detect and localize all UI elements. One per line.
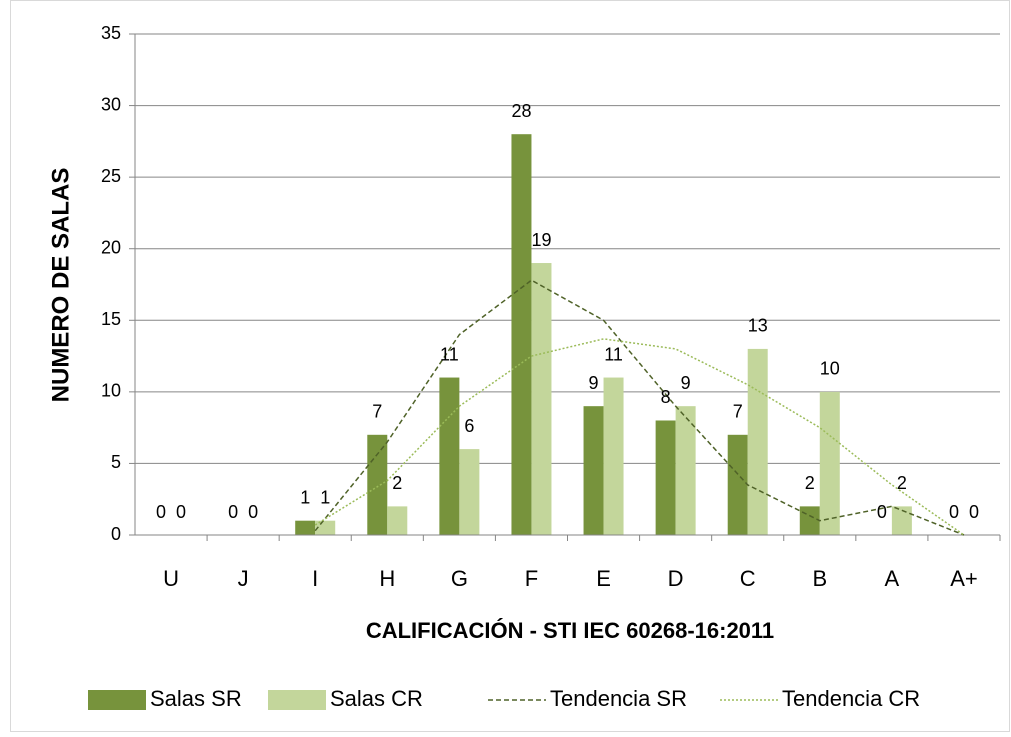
data-label: 2 (392, 473, 402, 493)
bar (799, 506, 820, 535)
bar (583, 406, 604, 535)
data-label: 0 (877, 502, 887, 522)
x-tick-label: A (885, 566, 900, 591)
bar (439, 377, 460, 535)
y-tick-label: 15 (101, 309, 121, 329)
data-label: 10 (820, 359, 840, 379)
bar (511, 134, 532, 535)
bar (531, 263, 552, 535)
data-label: 2 (897, 473, 907, 493)
x-tick-label: F (525, 566, 538, 591)
bar (747, 348, 768, 535)
y-tick-label: 35 (101, 23, 121, 43)
data-label: 8 (661, 387, 671, 407)
data-label: 11 (440, 344, 459, 364)
legend-label: Salas SR (150, 686, 242, 711)
data-label: 13 (748, 316, 768, 336)
data-label: 2 (805, 473, 815, 493)
bar (655, 420, 676, 535)
data-label: 19 (531, 230, 551, 250)
chart-frame (10, 0, 1010, 732)
bar (387, 506, 408, 535)
bar (819, 391, 840, 535)
y-tick-label: 0 (111, 524, 121, 544)
y-tick-label: 5 (111, 452, 121, 472)
bar (891, 506, 912, 535)
data-label: 0 (949, 502, 959, 522)
bar (675, 406, 696, 535)
data-label: 0 (228, 502, 238, 522)
data-label: 7 (733, 402, 743, 422)
bar (727, 434, 748, 535)
data-label: 0 (969, 502, 979, 522)
data-label: 7 (372, 402, 382, 422)
data-label: 1 (300, 487, 310, 507)
y-axis-title: NUMERO DE SALAS (47, 168, 74, 403)
data-label: 9 (681, 373, 691, 393)
x-tick-label: I (312, 566, 318, 591)
x-axis-title: CALIFICACIÓN - STI IEC 60268-16:2011 (366, 618, 774, 643)
x-tick-label: U (163, 566, 179, 591)
bar (295, 520, 316, 535)
x-tick-label: G (451, 566, 468, 591)
legend-label: Tendencia SR (550, 686, 687, 711)
data-label: 0 (176, 502, 186, 522)
trend-line (314, 338, 965, 536)
data-label: 0 (156, 502, 166, 522)
x-tick-label: D (668, 566, 684, 591)
x-tick-label: B (812, 566, 827, 591)
data-label: 11 (604, 344, 623, 364)
y-tick-label: 25 (101, 166, 121, 186)
y-tick-label: 30 (101, 94, 121, 114)
bar (367, 434, 388, 535)
bar (459, 449, 480, 535)
x-tick-label: J (238, 566, 249, 591)
x-tick-label: A+ (950, 566, 978, 591)
data-label: 9 (589, 373, 599, 393)
y-tick-label: 20 (101, 237, 121, 257)
trend-line (314, 279, 965, 536)
data-label: 0 (248, 502, 258, 522)
legend-swatch (268, 690, 326, 710)
legend-swatch (88, 690, 146, 710)
legend-label: Salas CR (330, 686, 423, 711)
data-label: 1 (320, 487, 330, 507)
bar (603, 377, 624, 535)
y-tick-label: 10 (101, 381, 121, 401)
x-tick-label: E (596, 566, 611, 591)
legend-label: Tendencia CR (782, 686, 920, 711)
x-tick-label: H (379, 566, 395, 591)
data-label: 28 (511, 101, 531, 121)
x-tick-label: C (740, 566, 756, 591)
data-label: 6 (464, 416, 474, 436)
